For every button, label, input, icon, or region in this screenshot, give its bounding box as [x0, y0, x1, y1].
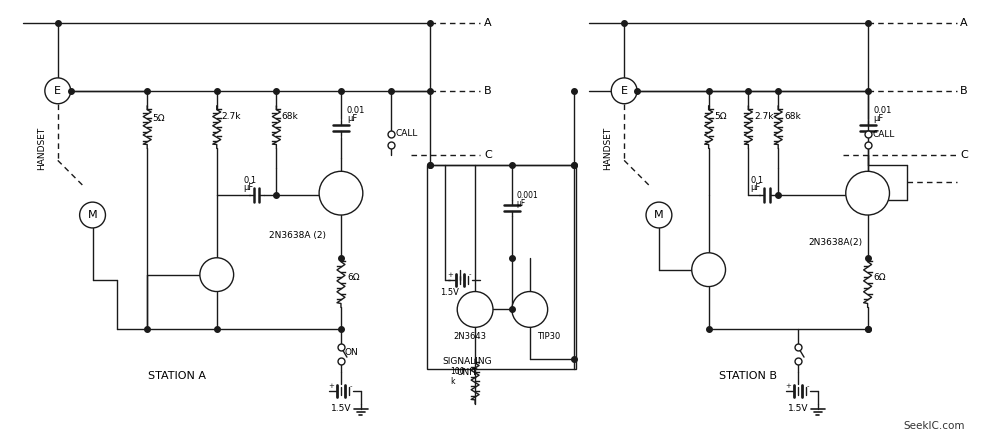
Circle shape	[319, 171, 363, 215]
Circle shape	[646, 202, 671, 228]
Text: 2N3638A(2): 2N3638A(2)	[808, 238, 862, 247]
Text: B: B	[960, 86, 967, 96]
Text: TIP30: TIP30	[536, 332, 560, 341]
Text: 5Ω: 5Ω	[152, 114, 165, 123]
Text: +: +	[328, 383, 334, 389]
Text: μF: μF	[517, 199, 527, 208]
Text: μF: μF	[750, 183, 760, 192]
Text: ON: ON	[345, 348, 359, 357]
Text: μF: μF	[244, 183, 253, 192]
Text: CALL: CALL	[395, 128, 418, 138]
Text: HANDSET: HANDSET	[603, 127, 612, 170]
Text: HANDSET: HANDSET	[36, 127, 46, 170]
Circle shape	[692, 253, 726, 286]
Text: μF: μF	[874, 114, 883, 123]
Text: 68k: 68k	[784, 112, 801, 121]
Text: -: -	[350, 383, 352, 389]
Text: -: -	[807, 383, 810, 389]
Text: 5Ω: 5Ω	[715, 112, 728, 121]
Circle shape	[611, 78, 637, 104]
Text: A: A	[484, 18, 492, 28]
Text: -: -	[469, 271, 471, 278]
Text: A: A	[960, 18, 967, 28]
Text: STATION B: STATION B	[720, 371, 777, 381]
Text: 2.7k: 2.7k	[754, 112, 774, 121]
Text: CALL: CALL	[873, 129, 895, 139]
Circle shape	[458, 292, 493, 327]
FancyBboxPatch shape	[427, 165, 577, 369]
Text: C: C	[484, 150, 492, 161]
Text: SIGNALING
UNIT: SIGNALING UNIT	[443, 357, 492, 377]
Text: 0.01: 0.01	[874, 106, 892, 115]
Text: 0.01: 0.01	[347, 106, 365, 115]
Text: 68k: 68k	[281, 112, 298, 121]
Text: 0.001: 0.001	[517, 191, 538, 200]
Circle shape	[80, 202, 106, 228]
Text: E: E	[54, 86, 61, 96]
Text: 100
k: 100 k	[451, 367, 464, 386]
Circle shape	[200, 258, 234, 292]
Text: SeekIC.com: SeekIC.com	[903, 421, 965, 431]
Text: +: +	[448, 271, 454, 278]
Text: 6Ω: 6Ω	[347, 273, 360, 282]
Text: M: M	[88, 210, 98, 220]
Text: 2.7k: 2.7k	[222, 112, 242, 121]
Circle shape	[512, 292, 547, 327]
Text: 1.5V: 1.5V	[788, 404, 809, 413]
Text: 2N3643: 2N3643	[454, 332, 486, 341]
Text: +: +	[785, 383, 791, 389]
Text: E: E	[620, 86, 628, 96]
Text: μF: μF	[347, 114, 357, 123]
Text: STATION A: STATION A	[148, 371, 206, 381]
Text: 6Ω: 6Ω	[874, 273, 886, 282]
Text: 2N3638A (2): 2N3638A (2)	[269, 231, 326, 240]
Text: B: B	[484, 86, 492, 96]
Text: M: M	[654, 210, 664, 220]
Text: 0.1: 0.1	[750, 176, 763, 185]
Text: 1.5V: 1.5V	[330, 404, 351, 413]
Circle shape	[846, 171, 889, 215]
Text: 0.1: 0.1	[244, 176, 256, 185]
Circle shape	[44, 78, 71, 104]
Text: C: C	[960, 150, 968, 161]
Text: 1.5V: 1.5V	[441, 287, 459, 297]
